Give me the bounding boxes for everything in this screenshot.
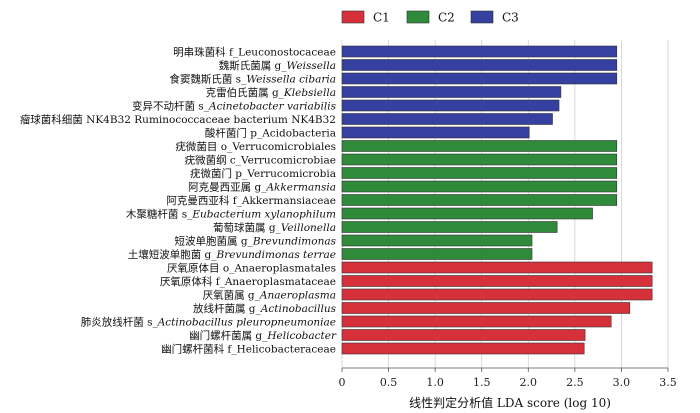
bar-16: [341, 261, 653, 274]
x-tick-label-1: 0.5: [380, 376, 398, 389]
x-tick-label-0: 0: [339, 376, 346, 389]
x-axis-title: 线性判定分析值 LDA score (log 10): [409, 395, 611, 410]
bar-4: [341, 99, 560, 112]
bar-3: [341, 86, 562, 98]
bar-20: [341, 315, 612, 328]
bar-label-5: 瘤球菌科细菌 NK4B32 Ruminococcaceae bacterium …: [20, 113, 336, 126]
bar-label-17: 厌氧原体科 f_Anaeroplasmataceae: [160, 275, 336, 288]
bar-group: [341, 45, 653, 355]
bar-5: [341, 113, 553, 125]
bar-2: [341, 72, 618, 85]
bar-9: [341, 167, 618, 179]
bar-label-0: 明串珠菌科 f_Leuconostocaceae: [173, 45, 336, 58]
bar-label-16: 厌氧原体目 o_Anaeroplasmatales: [167, 261, 336, 274]
bar-22: [341, 342, 585, 355]
bar-label-22: 幽门螺杆菌科 f_Helicobacteraceae: [161, 342, 336, 355]
bar-18: [341, 288, 653, 301]
bar-17: [341, 275, 653, 287]
bar-label-18: 厌氧菌属 g_Anaeroplasma: [203, 288, 336, 301]
bar-label-6: 酸杆菌门 p_Acidobacteria: [205, 126, 336, 139]
legend-swatch-c2: [406, 10, 430, 24]
x-tick-label-5: 2.5: [566, 376, 584, 389]
bar-13: [341, 221, 558, 233]
x-tick-label-7: 3.5: [659, 376, 677, 389]
bar-label-1: 魏斯氏菌属 g_Weissella: [219, 59, 336, 72]
legend-swatch-c1: [341, 10, 365, 24]
bar-label-20: 肺炎放线杆菌 s_Actinobacillus pleuropneumoniae: [81, 315, 336, 328]
bar-10: [341, 180, 618, 193]
bar-6: [341, 126, 530, 139]
legend-label-c3: C3: [502, 11, 519, 25]
bar-label-10: 阿克曼西亚属 g_Akkermansia: [188, 181, 336, 193]
x-tick-label-3: 1.5: [473, 376, 491, 389]
x-tick-label-2: 1.0: [426, 376, 444, 389]
bar-15: [341, 248, 533, 260]
bar-label-21: 幽门螺杆菌属 g_Helicobacter: [189, 329, 337, 342]
bar-label-8: 疣微菌纲 c_Verrucomicrobiae: [185, 153, 336, 166]
bar-label-3: 克雷伯氏菌属 g_Klebsiella: [206, 86, 336, 99]
bar-label-15: 土壤短波单胞菌 g_Brevundimonas terrae: [128, 248, 336, 261]
legend-label-c1: C1: [373, 11, 390, 25]
bar-8: [341, 153, 618, 166]
x-axis: 0 0.5 1.0 1.5 2.0 2.5 3.0 3.5: [339, 367, 677, 389]
bar-label-12: 木聚糖杆菌 s_Eubacterium xylanophilum: [126, 207, 336, 220]
bar-label-11: 阿克曼西亚科 f_Akkermansiaceae: [166, 194, 336, 207]
bar-label-4: 变异不动杆菌 s_Acinetobacter variabilis: [132, 99, 337, 112]
bar-label-9: 疣微菌门 p_Verrucomicrobia: [190, 167, 336, 180]
bar-21: [341, 329, 586, 341]
bar-label-14: 短波单胞菌属 g_Brevundimonas: [175, 234, 337, 247]
bar-14: [341, 234, 533, 247]
bar-label-13: 葡萄球菌属 g_Veillonella: [213, 221, 336, 234]
bar-7: [341, 140, 618, 152]
bar-12: [341, 207, 593, 220]
bar-19: [341, 302, 631, 314]
bar-1: [341, 59, 618, 71]
bar-label-19: 放线杆菌属 g_Actinobacillus: [193, 302, 337, 315]
bar-label-7: 疣微菌目 o_Verrucomicrobiales: [175, 140, 336, 153]
legend-label-c2: C2: [438, 11, 455, 25]
bar-label-2: 食窦魏斯氏菌 s_Weissella cibaria: [169, 72, 336, 85]
legend: C1 C2 C3: [341, 10, 519, 25]
x-tick-label-6: 3.0: [613, 376, 631, 389]
bar-11: [341, 194, 618, 206]
bar-0: [341, 45, 618, 58]
x-tick-label-4: 2.0: [520, 376, 538, 389]
legend-swatch-c3: [470, 10, 494, 24]
